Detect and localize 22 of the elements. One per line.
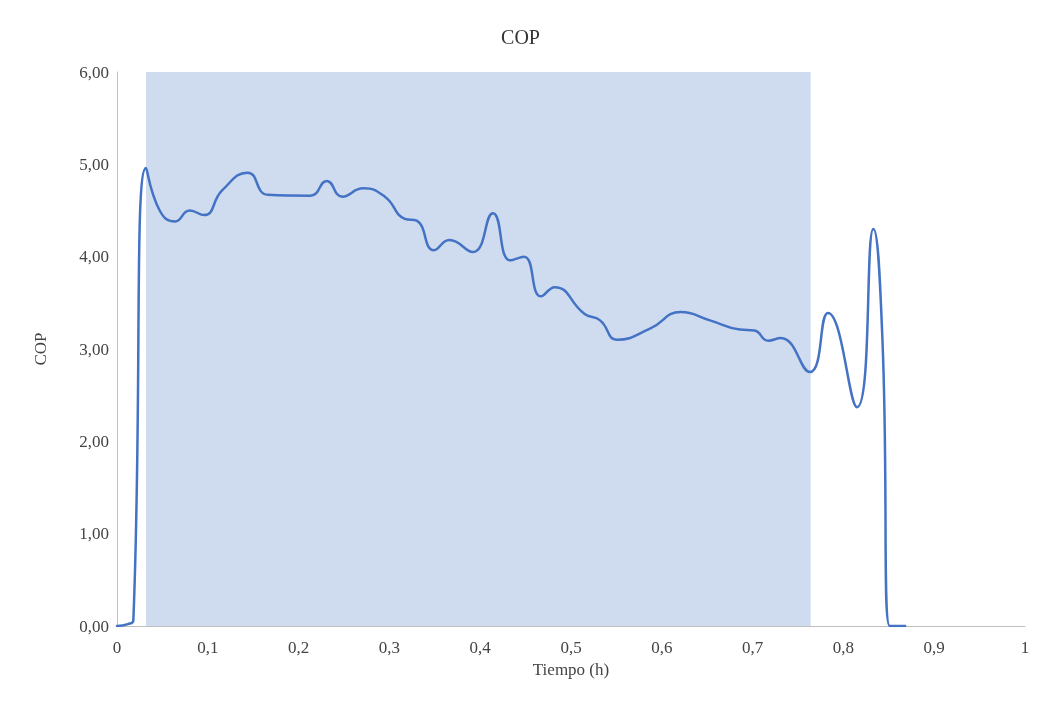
x-tick-label: 0,4 <box>469 638 492 657</box>
x-tick-label: 0,8 <box>832 638 855 657</box>
x-tick-label: 0,9 <box>923 638 945 657</box>
y-tick-label: 6,00 <box>79 62 109 82</box>
y-tick-label: 4,00 <box>79 247 109 267</box>
x-tick-label: 0,6 <box>651 638 673 657</box>
y-tick-label: 5,00 <box>79 154 109 174</box>
x-tick-label: 1 <box>1020 638 1030 657</box>
x-tick-label: 0,1 <box>197 638 219 657</box>
y-tick-label: 3,00 <box>79 339 109 359</box>
line-series <box>115 166 907 628</box>
y-tick-label: 1,00 <box>79 524 109 544</box>
x-tick-label: 0,5 <box>560 638 582 657</box>
x-axis-title: Tiempo (h) <box>532 659 610 679</box>
x-tick-label: 0,7 <box>741 638 764 657</box>
y-tick-label: 2,00 <box>79 431 109 451</box>
x-tick-label: 0,3 <box>378 638 401 657</box>
y-axis-title: COP <box>31 332 50 366</box>
x-tick-label: 0 <box>112 638 122 657</box>
x-tick-label: 0,2 <box>287 638 310 657</box>
chart-title: COP <box>501 26 540 48</box>
y-tick-label: 0,00 <box>79 616 109 636</box>
